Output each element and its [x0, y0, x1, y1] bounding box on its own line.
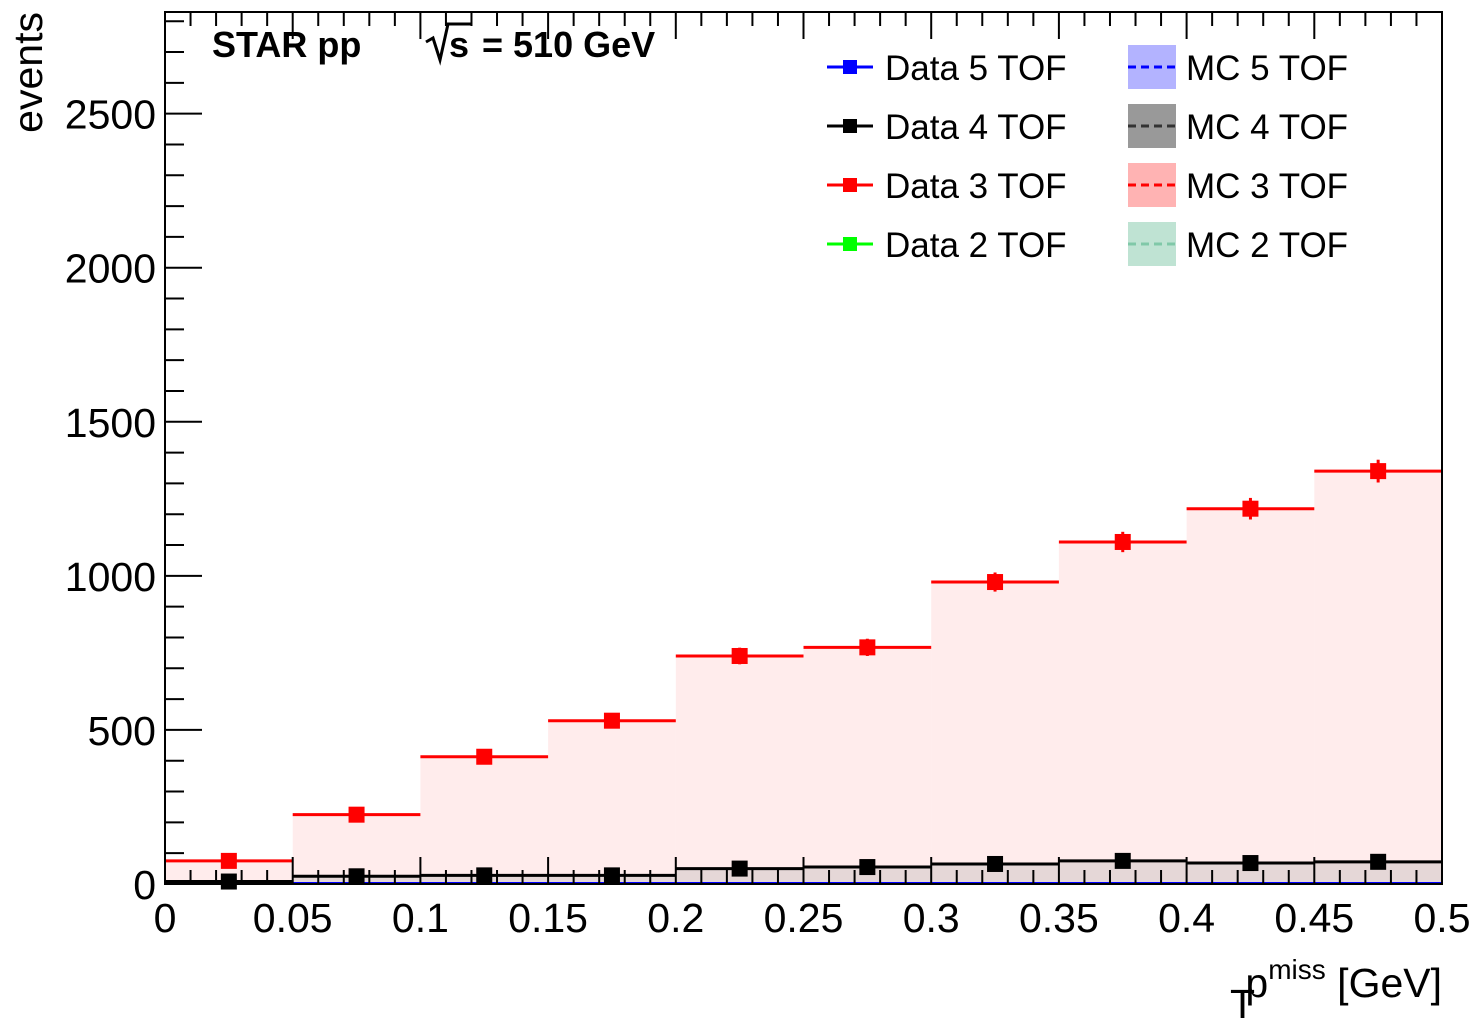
mc-bin	[1314, 471, 1442, 884]
data-point	[220, 873, 237, 890]
mc-bin	[1058, 860, 1187, 884]
data-point	[1370, 853, 1387, 870]
y-tick-label: 1000	[65, 554, 156, 600]
data-point	[859, 859, 876, 876]
legend-marker	[843, 178, 857, 192]
legend-marker	[843, 237, 857, 251]
y-tick-label: 2000	[65, 246, 156, 292]
data-point	[348, 806, 365, 823]
x-tick-label: 0	[154, 895, 177, 941]
experiment-label: STAR pp	[212, 24, 361, 65]
x-tick-label: 0.15	[508, 895, 588, 941]
legend-label: MC 5 TOF	[1186, 49, 1348, 88]
data-point	[1242, 500, 1259, 517]
mc-bin	[1314, 861, 1442, 884]
data-point	[1114, 533, 1131, 550]
data-point	[348, 868, 365, 885]
y-tick-label: 500	[88, 708, 156, 754]
energy-label: = 510 GeV	[482, 24, 655, 65]
experiment-header: STAR pp s = 510 GeV	[212, 22, 655, 66]
legend-label: MC 2 TOF	[1186, 226, 1348, 265]
legend-label: MC 3 TOF	[1186, 167, 1348, 206]
mc-bin	[1186, 862, 1315, 884]
legend: Data 5 TOF MC 5 TOF Data 4 TOF MC 4 TOF Data…	[827, 45, 1348, 266]
x-tick-label: 0.05	[253, 895, 333, 941]
mc-bin	[1186, 508, 1315, 884]
x-tick-label: 0.1	[392, 895, 449, 941]
mc-bin	[675, 655, 804, 884]
x-tick-label: 0.4	[1158, 895, 1215, 941]
mc-bin	[931, 582, 1059, 884]
legend-label: Data 4 TOF	[885, 108, 1067, 147]
x-tick-label: 0.45	[1274, 895, 1354, 941]
data-point	[476, 867, 493, 884]
legend-label: Data 5 TOF	[885, 49, 1067, 88]
data-point	[220, 852, 237, 869]
legend-label: Data 2 TOF	[885, 226, 1067, 265]
axes: 0 0.05 0.1 0.15 0.2 0.25 0.3 0.35 0.4 0.45 0.5 0 500…	[65, 12, 1471, 941]
mc-bin	[548, 720, 676, 884]
data-point	[987, 855, 1004, 872]
y-tick-label: 2500	[65, 92, 156, 138]
legend-label: MC 4 TOF	[1186, 108, 1348, 147]
x-axis-title-sub: T	[1230, 981, 1255, 1023]
x-tick-label: 0.3	[903, 895, 960, 941]
x-tick-label: 0.2	[647, 895, 704, 941]
data-point	[1114, 852, 1131, 869]
mc-bin	[1058, 541, 1187, 884]
data-point	[603, 712, 620, 729]
data-point	[1370, 463, 1387, 480]
mc-bin	[803, 868, 932, 884]
x-axis-title: pmiss [GeV]	[1245, 954, 1442, 1006]
x-tick-label: 0.25	[764, 895, 844, 941]
y-tick-label: 1500	[65, 400, 156, 446]
mc-bin	[165, 860, 293, 884]
y-tick-label: 0	[133, 862, 156, 908]
x-tick-label: 0.5	[1414, 895, 1471, 941]
x-axis-title-gap	[1326, 960, 1337, 1006]
data-point	[1242, 855, 1259, 872]
sqrt-symbol-icon	[425, 22, 472, 66]
mc-bin	[420, 756, 549, 884]
data-point	[731, 647, 748, 664]
plot-area	[165, 459, 1442, 890]
legend-marker	[843, 119, 857, 133]
data-point	[476, 748, 493, 765]
legend-marker	[843, 60, 857, 74]
x-axis-title-sup: miss	[1268, 954, 1326, 985]
x-axis-title-main: p	[1245, 960, 1268, 1006]
mc-bin	[931, 864, 1059, 884]
legend-label: Data 3 TOF	[885, 167, 1067, 206]
data-point	[603, 867, 620, 884]
data-point	[859, 639, 876, 656]
x-tick-label: 0.35	[1019, 895, 1099, 941]
sqrt-s-label: s	[449, 24, 469, 65]
mc-bin	[803, 647, 932, 884]
data-point	[731, 860, 748, 877]
x-axis-title-unit: [GeV]	[1337, 960, 1442, 1006]
data-point	[987, 574, 1004, 591]
y-axis-title: events	[5, 12, 51, 133]
